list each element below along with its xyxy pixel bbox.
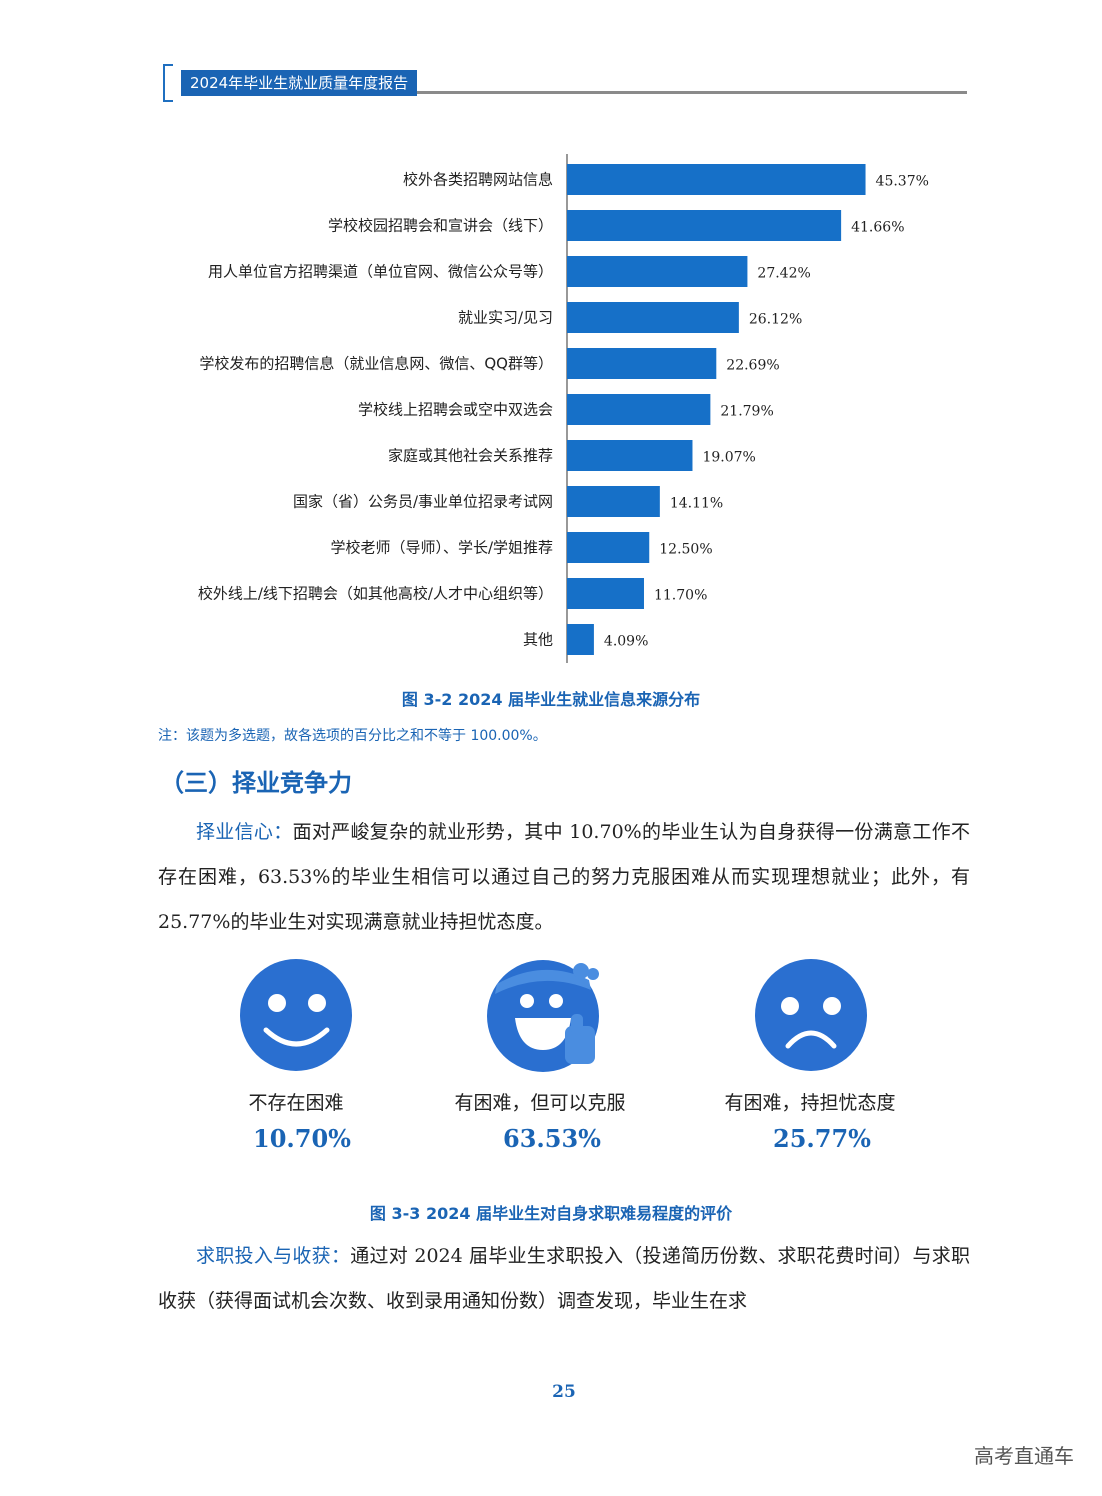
bar [567, 394, 711, 425]
smiley-face-icon [240, 959, 352, 1071]
figure-note: 注：该题为多选题，故各选项的百分比之和不等于 100.00%。 [158, 728, 547, 744]
value-label: 4.09% [604, 634, 648, 650]
category-label: 学校线上招聘会或空中双选会 [358, 401, 553, 419]
watermark: 高考直通车 [974, 1444, 1074, 1468]
value-label: 12.50% [659, 542, 712, 558]
section-title: （三）择业竞争力 [160, 769, 352, 797]
face-percent-can-overcome: 63.53% [503, 1124, 601, 1153]
value-label: 27.42% [757, 266, 810, 282]
face-percent-worried: 25.77% [773, 1124, 871, 1153]
thumbs-up-face-icon [487, 960, 599, 1072]
category-label: 学校发布的招聘信息（就业信息网、微信、QQ群等） [199, 355, 553, 373]
paragraph-job-input: 求职投入与收获：通过对 2024 届毕业生求职投入（投递简历份数、求职花费时间）… [158, 1234, 970, 1324]
info-source-bar-chart: 校外各类招聘网站信息 45.37% 学校校园招聘会和宣讲会（线下） 41.66% 用人单… [198, 154, 929, 663]
category-label: 国家（省）公务员/事业单位招录考试网 [293, 493, 553, 511]
category-label: 校外各类招聘网站信息 [403, 171, 553, 189]
category-label: 就业实习/见习 [458, 309, 553, 327]
face-label-no-difficulty: 不存在困难 [248, 1092, 344, 1114]
value-label: 45.37% [876, 174, 929, 190]
value-label: 21.79% [720, 404, 773, 420]
face-label-can-overcome: 有困难，但可以克服 [454, 1092, 626, 1114]
bar [567, 440, 693, 471]
header-frame [163, 64, 173, 102]
bar [567, 164, 866, 195]
figure-3-3-caption: 图 3-3 2024 届毕业生对自身求职难易程度的评价 [369, 1204, 733, 1223]
value-label: 14.11% [670, 496, 723, 512]
page-number: 25 [552, 1382, 576, 1402]
paragraph-text: 面对严峻复杂的就业形势，其中 10.70%的毕业生认为自身获得一份满意工作不存在… [158, 821, 970, 933]
bar [567, 532, 650, 563]
bar [567, 578, 644, 609]
paragraph-confidence: 择业信心：面对严峻复杂的就业形势，其中 10.70%的毕业生认为自身获得一份满意… [158, 810, 970, 945]
face-label-worried: 有困难，持担忧态度 [724, 1092, 896, 1114]
category-label: 学校校园招聘会和宣讲会（线下） [328, 217, 553, 235]
category-label: 家庭或其他社会关系推荐 [388, 447, 553, 465]
paragraph-lead: 求职投入与收获： [196, 1245, 351, 1267]
value-label: 26.12% [749, 312, 802, 328]
bar [567, 302, 739, 333]
header-rule [417, 91, 967, 94]
category-label: 校外线上/线下招聘会（如其他高校/人才中心组织等） [198, 585, 553, 603]
report-title: 2024年毕业生就业质量年度报告 [181, 70, 417, 96]
sad-face-icon [755, 959, 867, 1071]
category-label: 用人单位官方招聘渠道（单位官网、微信公众号等） [208, 263, 553, 281]
bar [567, 348, 717, 379]
paragraph-lead: 择业信心： [196, 821, 293, 843]
figure-3-2-caption: 图 3-2 2024 届毕业生就业信息来源分布 [401, 690, 701, 709]
category-label: 其他 [523, 631, 553, 649]
value-label: 22.69% [726, 358, 779, 374]
bar [567, 486, 660, 517]
value-label: 41.66% [851, 220, 904, 236]
value-label: 11.70% [654, 588, 707, 604]
value-label: 19.07% [702, 450, 755, 466]
paragraph-text: 通过对 2024 届毕业生求职投入（投递简历份数、求职花费时间）与求职收获（获得… [158, 1245, 970, 1312]
bar [567, 624, 594, 655]
category-label: 学校老师（导师）、学长/学姐推荐 [330, 539, 553, 557]
face-percent-no-difficulty: 10.70% [253, 1124, 351, 1153]
bar [567, 210, 842, 241]
bar [567, 256, 748, 287]
